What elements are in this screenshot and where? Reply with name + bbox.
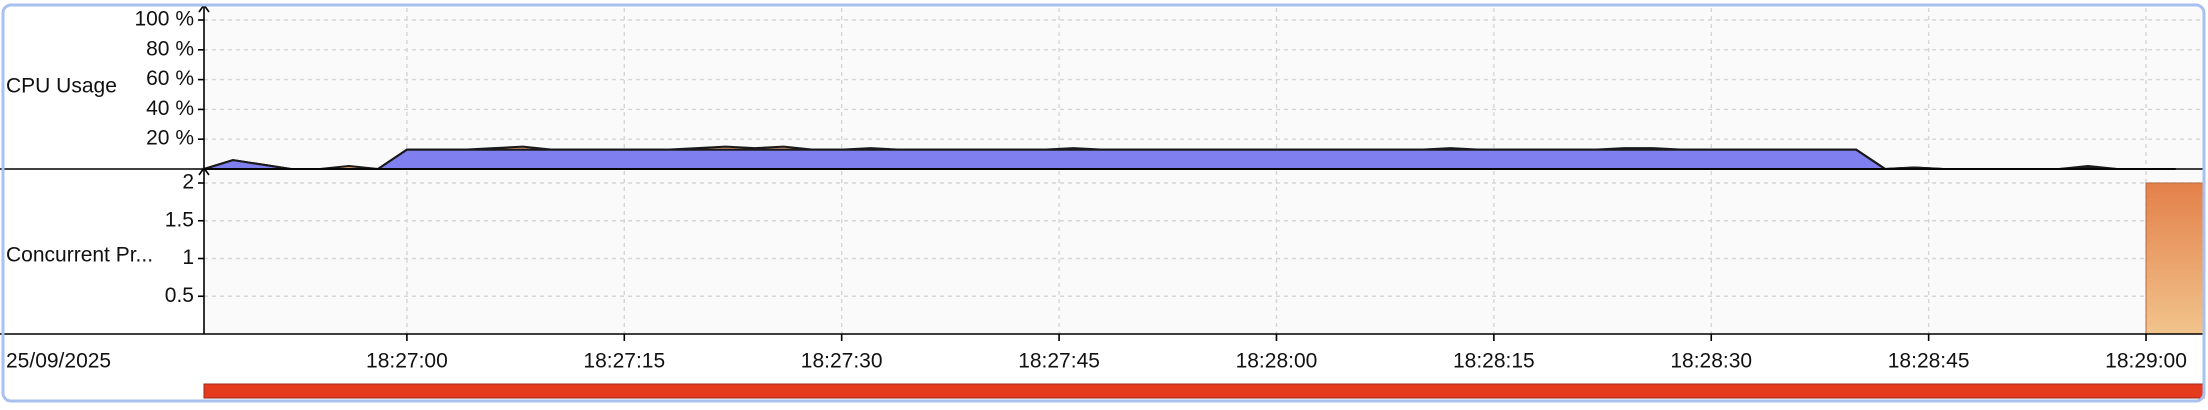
x-tick-label: 18:28:45 — [1888, 350, 1970, 373]
concurrent-axis-label: Concurrent Pr... — [6, 244, 153, 267]
y-tick-label: 1.5 — [165, 208, 194, 231]
x-tick-label: 18:27:00 — [366, 350, 448, 373]
x-tick-label: 18:27:45 — [1018, 350, 1100, 373]
y-tick-label: 20 % — [146, 127, 194, 150]
x-tick-label: 18:29:00 — [2105, 350, 2187, 373]
y-tick-label: 0.5 — [165, 284, 194, 307]
y-tick-label: 60 % — [146, 67, 194, 90]
status-bar — [203, 383, 2205, 399]
cpu-axis-label: CPU Usage — [6, 75, 117, 98]
y-axis-arrow — [198, 166, 210, 176]
plot-background — [204, 8, 2204, 334]
y-tick-label: 80 % — [146, 37, 194, 60]
x-tick-label: 18:27:30 — [801, 350, 883, 373]
y-tick-label: 2 — [182, 171, 194, 194]
x-tick-label: 18:28:00 — [1236, 350, 1318, 373]
x-tick-label: 18:28:30 — [1670, 350, 1752, 373]
y-tick-label: 1 — [182, 246, 194, 269]
bar — [2145, 182, 2205, 335]
y-tick-label: 40 % — [146, 97, 194, 120]
date-label: 25/09/2025 — [6, 350, 111, 373]
x-tick-label: 18:27:15 — [583, 350, 665, 373]
y-tick-label: 100 % — [134, 8, 194, 31]
x-tick-label: 18:28:15 — [1453, 350, 1535, 373]
frame-border — [1, 3, 2206, 403]
